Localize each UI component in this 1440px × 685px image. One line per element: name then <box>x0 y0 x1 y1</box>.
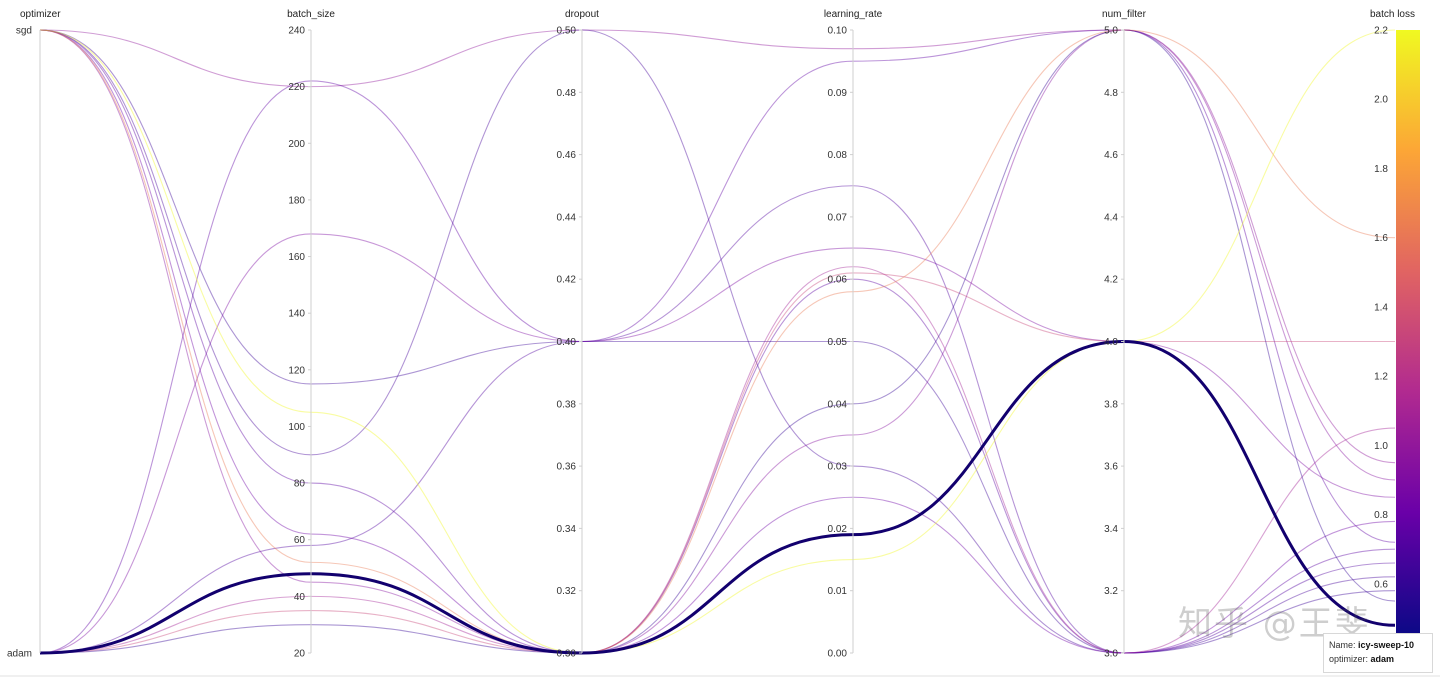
run-line <box>39 29 1396 654</box>
tick-label: 0.34 <box>557 524 577 535</box>
tick-label: 220 <box>288 82 305 93</box>
tick-label: 0.6 <box>1374 579 1388 590</box>
tick-label: 3.2 <box>1104 586 1118 597</box>
run-line <box>39 29 1396 654</box>
run-line <box>39 272 1395 654</box>
tick-label: 3.4 <box>1104 524 1118 535</box>
tick-label: 4.8 <box>1104 88 1118 99</box>
axis-title-learning_rate: learning_rate <box>824 9 883 20</box>
tick-label: 4.4 <box>1104 212 1118 223</box>
tick-label: 3.8 <box>1104 399 1118 410</box>
tick-label: 0.50 <box>557 26 577 37</box>
tick-label: 0.36 <box>557 462 577 473</box>
tick-label: 0.00 <box>828 649 848 660</box>
run-line <box>39 29 1396 654</box>
tick-label: 0.8 <box>1374 510 1388 521</box>
tick-label: 1.8 <box>1374 164 1388 175</box>
tick-label: 0.01 <box>828 586 848 597</box>
tick-label: 0.30 <box>557 649 577 660</box>
tick-label: 0.48 <box>557 88 577 99</box>
tick-label: 0.03 <box>828 462 848 473</box>
tick-label: sgd <box>16 26 32 37</box>
tick-label: 0.44 <box>557 212 577 223</box>
tooltip-name-label: Name: <box>1329 640 1356 650</box>
axis-title-batch_loss: batch loss <box>1370 9 1415 20</box>
tick-label: 0.07 <box>828 212 848 223</box>
run-line <box>39 29 1396 654</box>
axis-title-batch_size: batch_size <box>287 9 335 20</box>
tick-label: 0.02 <box>828 524 848 535</box>
tick-label: 3.6 <box>1104 462 1118 473</box>
tick-label: 2.0 <box>1374 95 1388 106</box>
tick-label: 0.08 <box>828 150 848 161</box>
tick-label: 4.0 <box>1104 337 1118 348</box>
tick-label: 2.2 <box>1374 26 1388 37</box>
tick-label: 1.6 <box>1374 233 1388 244</box>
tick-label: 20 <box>294 649 306 660</box>
run-tooltip: Name: icy-sweep-10 optimizer: adam <box>1323 633 1433 673</box>
tick-label: 5.0 <box>1104 26 1118 37</box>
run-line <box>39 29 1396 464</box>
tooltip-optimizer-value: adam <box>1370 654 1395 664</box>
tick-label: 0.09 <box>828 88 848 99</box>
tick-label: 1.2 <box>1374 372 1388 383</box>
tick-label: adam <box>7 649 32 660</box>
tooltip-optimizer-label: optimizer: <box>1329 654 1369 664</box>
tick-label: 0.06 <box>828 275 848 286</box>
highlighted-run-line <box>39 339 1396 655</box>
tick-label: 40 <box>294 592 306 603</box>
tooltip-name-row: Name: icy-sweep-10 <box>1329 638 1427 652</box>
tick-label: 0.42 <box>557 275 577 286</box>
tick-label: 0.05 <box>828 337 848 348</box>
tick-label: 1.0 <box>1374 441 1388 452</box>
axis-title-num_filter: num_filter <box>1102 9 1147 20</box>
axis-title-optimizer: optimizer <box>20 9 61 20</box>
run-line <box>39 29 1396 654</box>
tick-label: 3.0 <box>1104 649 1118 660</box>
tooltip-name-value: icy-sweep-10 <box>1358 640 1415 650</box>
axis-title-dropout: dropout <box>565 9 599 20</box>
tick-label: 120 <box>288 365 305 376</box>
tick-label: 0.38 <box>557 399 577 410</box>
tick-label: 4.6 <box>1104 150 1118 161</box>
tick-label: 160 <box>288 252 305 263</box>
tick-label: 0.04 <box>828 399 848 410</box>
tick-label: 0.46 <box>557 150 577 161</box>
tick-label: 180 <box>288 195 305 206</box>
run-line <box>39 233 1396 654</box>
tick-label: 80 <box>294 479 306 490</box>
tick-label: 0.32 <box>557 586 577 597</box>
tooltip-optimizer-row: optimizer: adam <box>1329 652 1427 666</box>
tick-label: 200 <box>288 139 305 150</box>
tick-label: 1.4 <box>1374 302 1388 313</box>
run-line <box>39 29 1396 654</box>
tick-label: 240 <box>288 26 305 37</box>
tick-label: 100 <box>288 422 305 433</box>
tick-label: 140 <box>288 309 305 320</box>
batch-loss-color-bar <box>1396 30 1420 633</box>
tick-label: 4.2 <box>1104 275 1118 286</box>
tick-label: 60 <box>294 535 306 546</box>
tick-label: 0.40 <box>557 337 577 348</box>
tick-label: 0.10 <box>828 26 848 37</box>
